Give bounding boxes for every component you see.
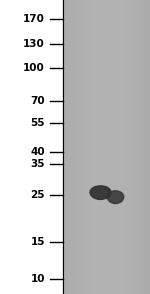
- Bar: [79, 0, 80, 294]
- Bar: [122, 0, 123, 294]
- Bar: [63, 0, 64, 294]
- Text: 40: 40: [30, 147, 45, 157]
- Bar: [67, 0, 68, 294]
- Bar: [68, 0, 69, 294]
- Bar: [97, 0, 98, 294]
- Bar: [81, 0, 83, 294]
- Bar: [138, 0, 139, 294]
- Bar: [104, 0, 105, 294]
- Bar: [91, 0, 92, 294]
- Bar: [147, 0, 148, 294]
- Bar: [132, 0, 133, 294]
- Bar: [144, 0, 145, 294]
- Text: 70: 70: [30, 96, 45, 106]
- Bar: [114, 0, 115, 294]
- Bar: [111, 0, 112, 294]
- Bar: [78, 0, 79, 294]
- Bar: [124, 0, 125, 294]
- Text: 10: 10: [30, 274, 45, 284]
- Bar: [86, 0, 87, 294]
- Text: 100: 100: [23, 63, 45, 73]
- Bar: [72, 0, 73, 294]
- Bar: [129, 0, 130, 294]
- Bar: [90, 0, 91, 294]
- Bar: [135, 0, 136, 294]
- Bar: [89, 0, 90, 294]
- Bar: [87, 0, 88, 294]
- Bar: [110, 0, 111, 294]
- Text: 55: 55: [30, 118, 45, 128]
- Bar: [80, 0, 81, 294]
- Bar: [136, 0, 137, 294]
- Text: 15: 15: [30, 237, 45, 247]
- Bar: [64, 0, 65, 294]
- Bar: [84, 0, 85, 294]
- Bar: [75, 0, 76, 294]
- Bar: [128, 0, 129, 294]
- Bar: [137, 0, 138, 294]
- Bar: [125, 0, 126, 294]
- Bar: [76, 0, 77, 294]
- Bar: [105, 0, 106, 294]
- Text: 130: 130: [23, 39, 45, 49]
- Bar: [149, 0, 150, 294]
- Bar: [85, 0, 86, 294]
- Bar: [123, 0, 124, 294]
- Bar: [141, 0, 142, 294]
- Bar: [134, 0, 135, 294]
- Bar: [140, 0, 141, 294]
- Bar: [112, 0, 113, 294]
- Bar: [109, 0, 110, 294]
- Bar: [142, 0, 143, 294]
- Bar: [65, 0, 66, 294]
- Bar: [148, 0, 149, 294]
- Bar: [113, 0, 114, 294]
- Bar: [71, 0, 72, 294]
- Bar: [73, 0, 74, 294]
- Bar: [106, 0, 108, 294]
- Bar: [94, 0, 96, 294]
- Bar: [96, 0, 97, 294]
- Bar: [133, 0, 134, 294]
- Bar: [93, 0, 94, 294]
- Bar: [139, 0, 140, 294]
- Text: 35: 35: [30, 159, 45, 169]
- Bar: [120, 0, 121, 294]
- Ellipse shape: [90, 186, 111, 199]
- Bar: [127, 0, 128, 294]
- Bar: [99, 0, 100, 294]
- Bar: [88, 0, 89, 294]
- Text: 25: 25: [30, 190, 45, 200]
- Bar: [101, 0, 102, 294]
- Bar: [118, 0, 120, 294]
- Bar: [116, 0, 117, 294]
- Bar: [108, 0, 109, 294]
- Bar: [145, 0, 146, 294]
- Bar: [92, 0, 93, 294]
- Ellipse shape: [107, 191, 124, 203]
- Bar: [117, 0, 118, 294]
- Text: 170: 170: [23, 14, 45, 24]
- Bar: [98, 0, 99, 294]
- Bar: [130, 0, 132, 294]
- Bar: [83, 0, 84, 294]
- Bar: [146, 0, 147, 294]
- Bar: [0, 0, 63, 294]
- Bar: [121, 0, 122, 294]
- Bar: [69, 0, 71, 294]
- Bar: [102, 0, 103, 294]
- Bar: [126, 0, 127, 294]
- Bar: [74, 0, 75, 294]
- Bar: [103, 0, 104, 294]
- Bar: [77, 0, 78, 294]
- Bar: [115, 0, 116, 294]
- Bar: [100, 0, 101, 294]
- Bar: [66, 0, 67, 294]
